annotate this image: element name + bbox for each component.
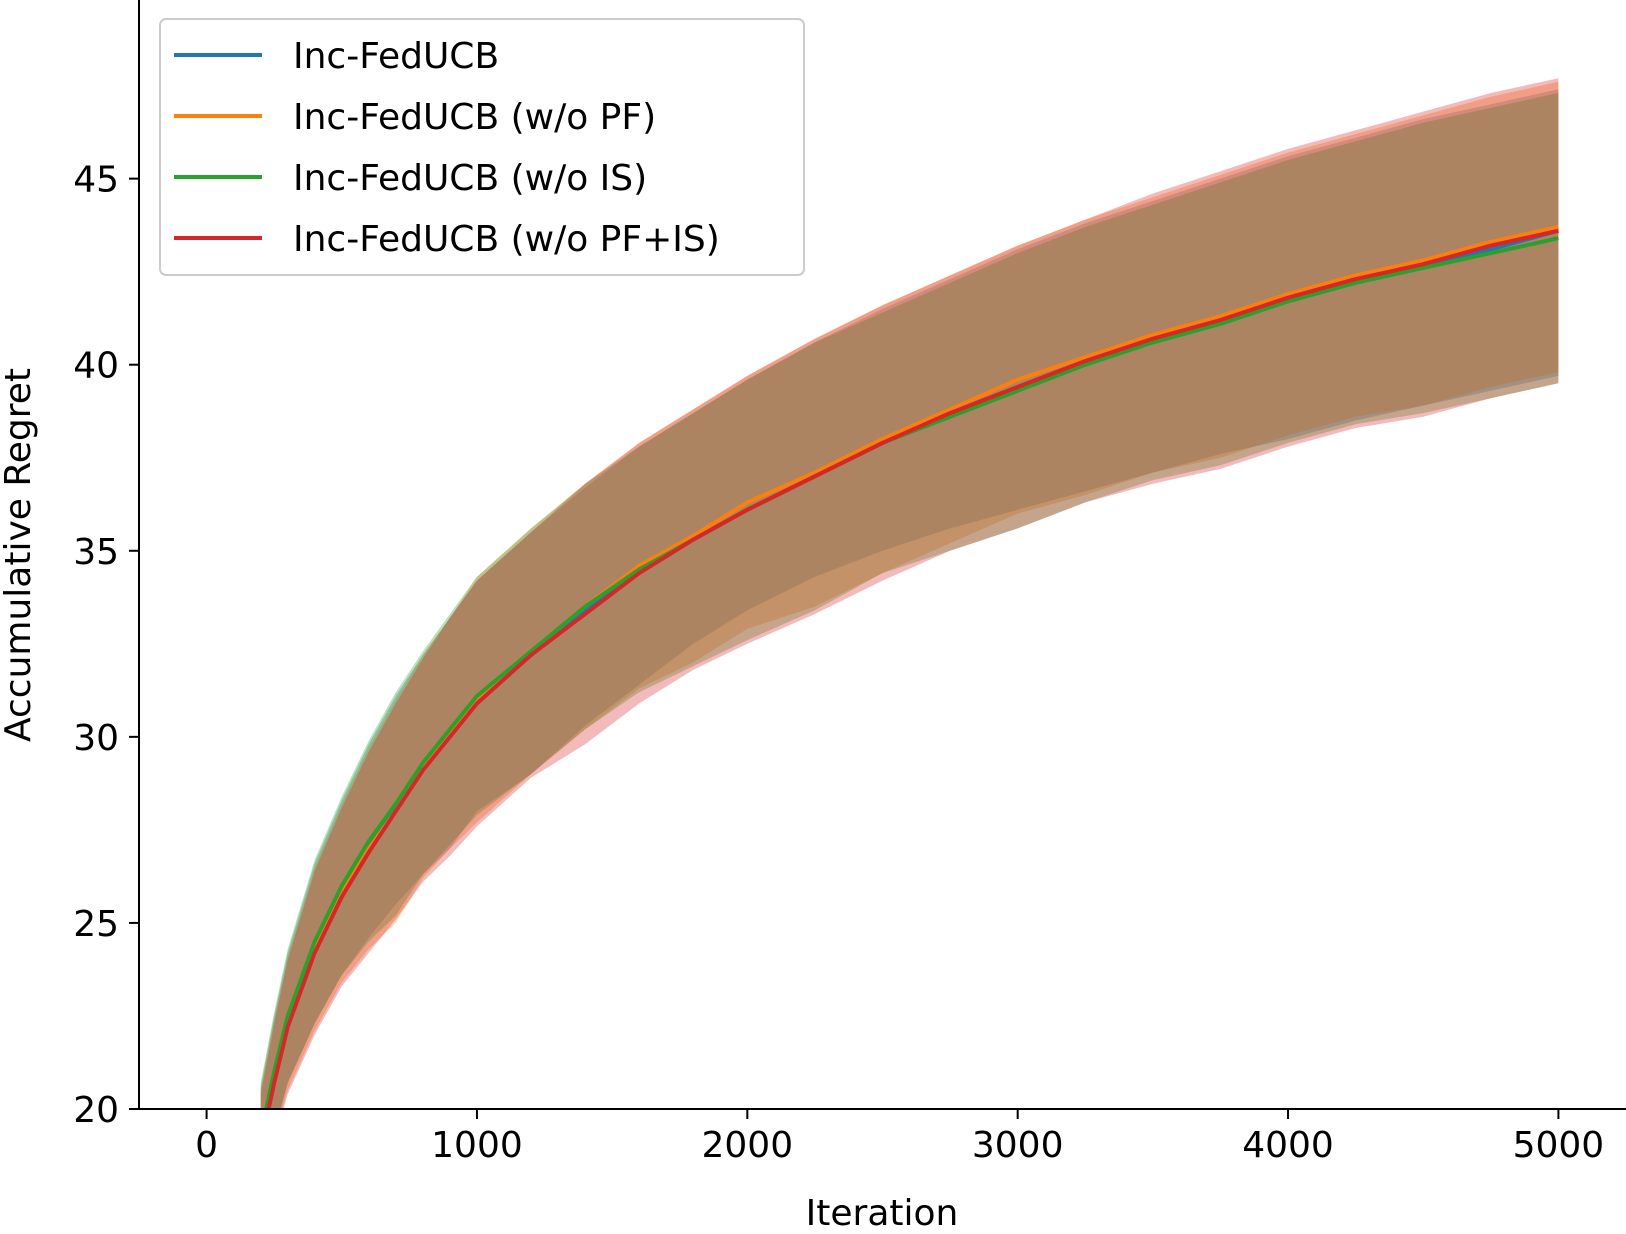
y-axis-label: Accumulative Regret — [0, 368, 39, 742]
band-series-2 — [260, 81, 1559, 1109]
legend-label-1: Inc-FedUCB — [293, 36, 499, 77]
y-tick-label: 20 — [73, 1090, 119, 1131]
y-ticks: 20 25 30 35 40 45 — [73, 160, 139, 1131]
confidence-bands — [260, 78, 1559, 1109]
band-series-3 — [260, 93, 1559, 1109]
y-tick-label: 40 — [73, 346, 119, 387]
x-tick-label: 5000 — [1513, 1125, 1605, 1166]
legend-label-2: Inc-FedUCB (w/o PF) — [293, 97, 656, 138]
y-tick-label: 35 — [73, 532, 119, 573]
band-series-1 — [260, 89, 1559, 1109]
x-tick-label: 3000 — [972, 1125, 1064, 1166]
legend-label-3: Inc-FedUCB (w/o IS) — [293, 158, 647, 199]
band-series-4 — [260, 78, 1559, 1109]
x-tick-label: 1000 — [431, 1125, 523, 1166]
legend: Inc-FedUCB Inc-FedUCB (w/o PF) Inc-FedUCB … — [159, 18, 805, 276]
y-tick-label: 45 — [73, 160, 119, 201]
x-tick-label: 0 — [195, 1125, 218, 1166]
legend-label-4: Inc-FedUCB (w/o PF+IS) — [293, 219, 720, 260]
y-tick-label: 25 — [73, 904, 119, 945]
x-ticks: 0 1000 2000 3000 4000 5000 — [195, 1109, 1604, 1166]
legend-frame — [159, 18, 805, 276]
series-lines — [264, 225, 1559, 1109]
x-tick-label: 4000 — [1242, 1125, 1334, 1166]
x-tick-label: 2000 — [702, 1125, 794, 1166]
y-tick-label: 30 — [73, 718, 119, 759]
x-axis-label: Iteration — [806, 1193, 959, 1234]
line-series-4 — [266, 228, 1559, 1109]
